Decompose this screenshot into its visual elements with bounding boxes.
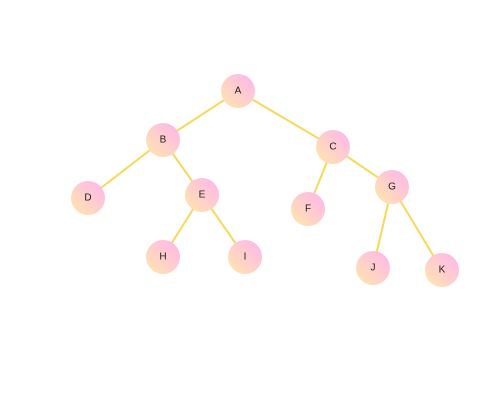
node-circle-i bbox=[228, 240, 262, 274]
node-g: G bbox=[375, 170, 409, 204]
node-circle-g bbox=[375, 170, 409, 204]
node-circle-a bbox=[221, 74, 255, 108]
node-label-k: K bbox=[439, 265, 446, 276]
node-h: H bbox=[146, 240, 180, 274]
node-label-i: I bbox=[244, 252, 247, 263]
node-circle-h bbox=[146, 240, 180, 274]
node-c: C bbox=[316, 130, 350, 164]
nodes-layer: A B C D E F G H I J K bbox=[71, 74, 459, 287]
node-label-j: J bbox=[371, 263, 376, 274]
node-j: J bbox=[356, 251, 390, 285]
node-label-c: C bbox=[329, 142, 336, 153]
node-label-h: H bbox=[159, 252, 166, 263]
node-a: A bbox=[221, 74, 255, 108]
node-label-b: B bbox=[160, 135, 167, 146]
node-f: F bbox=[291, 192, 325, 226]
node-circle-k bbox=[425, 253, 459, 287]
node-circle-e bbox=[185, 178, 219, 212]
node-b: B bbox=[146, 123, 180, 157]
edge-a-c bbox=[237, 90, 334, 148]
node-label-d: D bbox=[84, 193, 91, 204]
node-k: K bbox=[425, 253, 459, 287]
node-circle-d bbox=[71, 181, 105, 215]
node-label-g: G bbox=[388, 182, 396, 193]
node-circle-b bbox=[146, 123, 180, 157]
node-circle-j bbox=[356, 251, 390, 285]
node-label-a: A bbox=[235, 86, 242, 97]
node-i: I bbox=[228, 240, 262, 274]
node-d: D bbox=[71, 181, 105, 215]
node-circle-c bbox=[316, 130, 350, 164]
node-label-f: F bbox=[305, 204, 311, 215]
node-e: E bbox=[185, 178, 219, 212]
node-label-e: E bbox=[199, 190, 206, 201]
node-circle-f bbox=[291, 192, 325, 226]
